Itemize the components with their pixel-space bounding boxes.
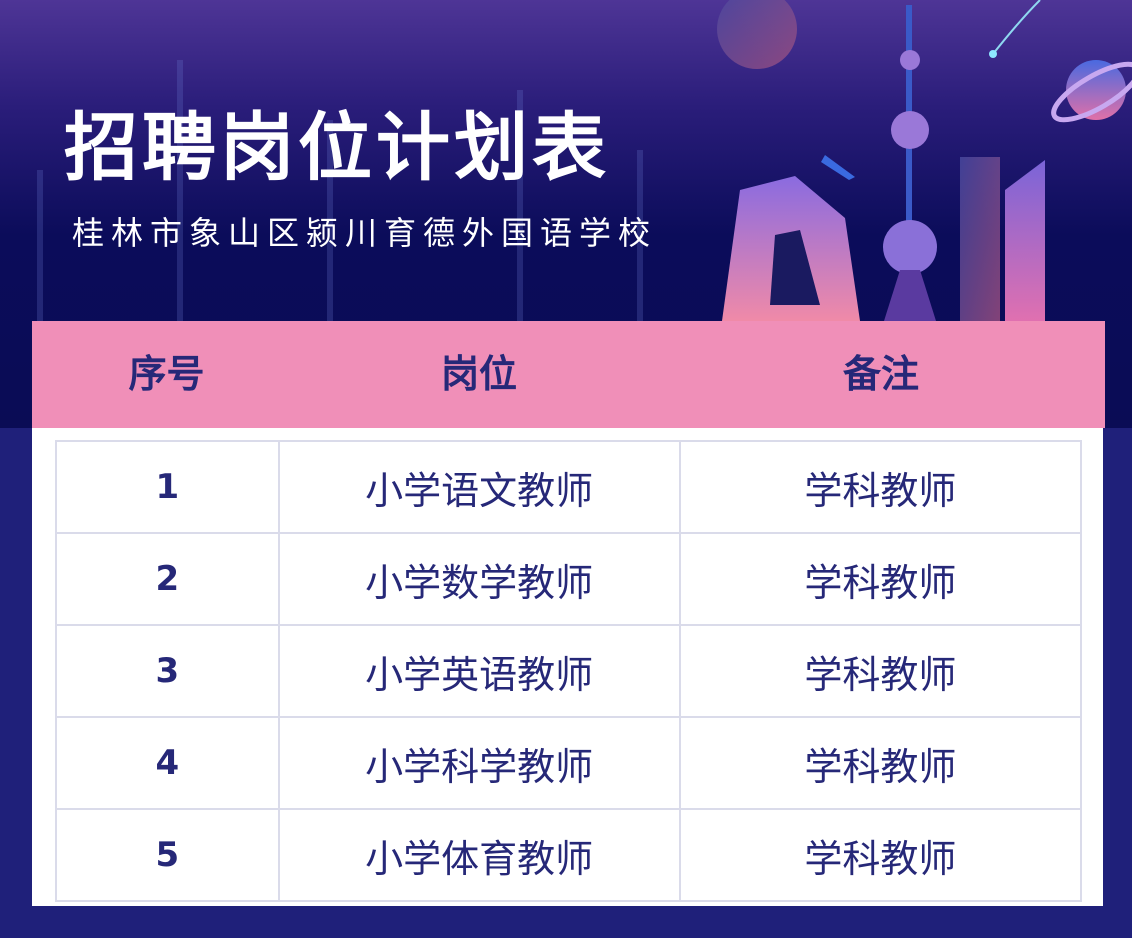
cell-position: 小学英语教师 <box>277 624 681 718</box>
cell-note: 学科教师 <box>678 532 1083 626</box>
header-position: 岗位 <box>440 352 517 396</box>
table-row: 1 小学语文教师 学科教师 <box>55 440 1083 534</box>
cell-number: 3 <box>55 624 280 718</box>
cell-note: 学科教师 <box>678 808 1083 902</box>
table-row: 4 小学科学教师 学科教师 <box>55 716 1083 810</box>
table-row: 3 小学英语教师 学科教师 <box>55 624 1083 718</box>
cell-number: 5 <box>55 808 280 902</box>
cell-position: 小学体育教师 <box>277 808 681 902</box>
table-header: 序号 岗位 备注 <box>32 321 1105 428</box>
table-row: 5 小学体育教师 学科教师 <box>55 808 1083 902</box>
cell-position: 小学语文教师 <box>277 440 681 534</box>
cell-note: 学科教师 <box>678 624 1083 718</box>
header-note: 备注 <box>842 352 919 396</box>
school-name: 桂林市象山区颍川育德外国语学校 <box>72 214 658 252</box>
cell-number: 1 <box>55 440 280 534</box>
cell-number: 2 <box>55 532 280 626</box>
positions-table: 1 小学语文教师 学科教师 2 小学数学教师 学科教师 3 小学英语教师 学科教师 4 小学科学教师… <box>55 440 1083 902</box>
city-skyline-illustration <box>37 0 1132 321</box>
cell-position: 小学科学教师 <box>277 716 681 810</box>
table-card: 1 小学语文教师 学科教师 2 小学数学教师 学科教师 3 小学英语教师 学科教师 4 小学科学教师… <box>32 428 1103 906</box>
page-title: 招聘岗位计划表 <box>64 105 610 191</box>
cell-note: 学科教师 <box>678 716 1083 810</box>
table-row: 2 小学数学教师 学科教师 <box>55 532 1083 626</box>
cell-note: 学科教师 <box>678 440 1083 534</box>
header-number: 序号 <box>128 352 205 396</box>
cell-number: 4 <box>55 716 280 810</box>
cell-position: 小学数学教师 <box>277 532 681 626</box>
